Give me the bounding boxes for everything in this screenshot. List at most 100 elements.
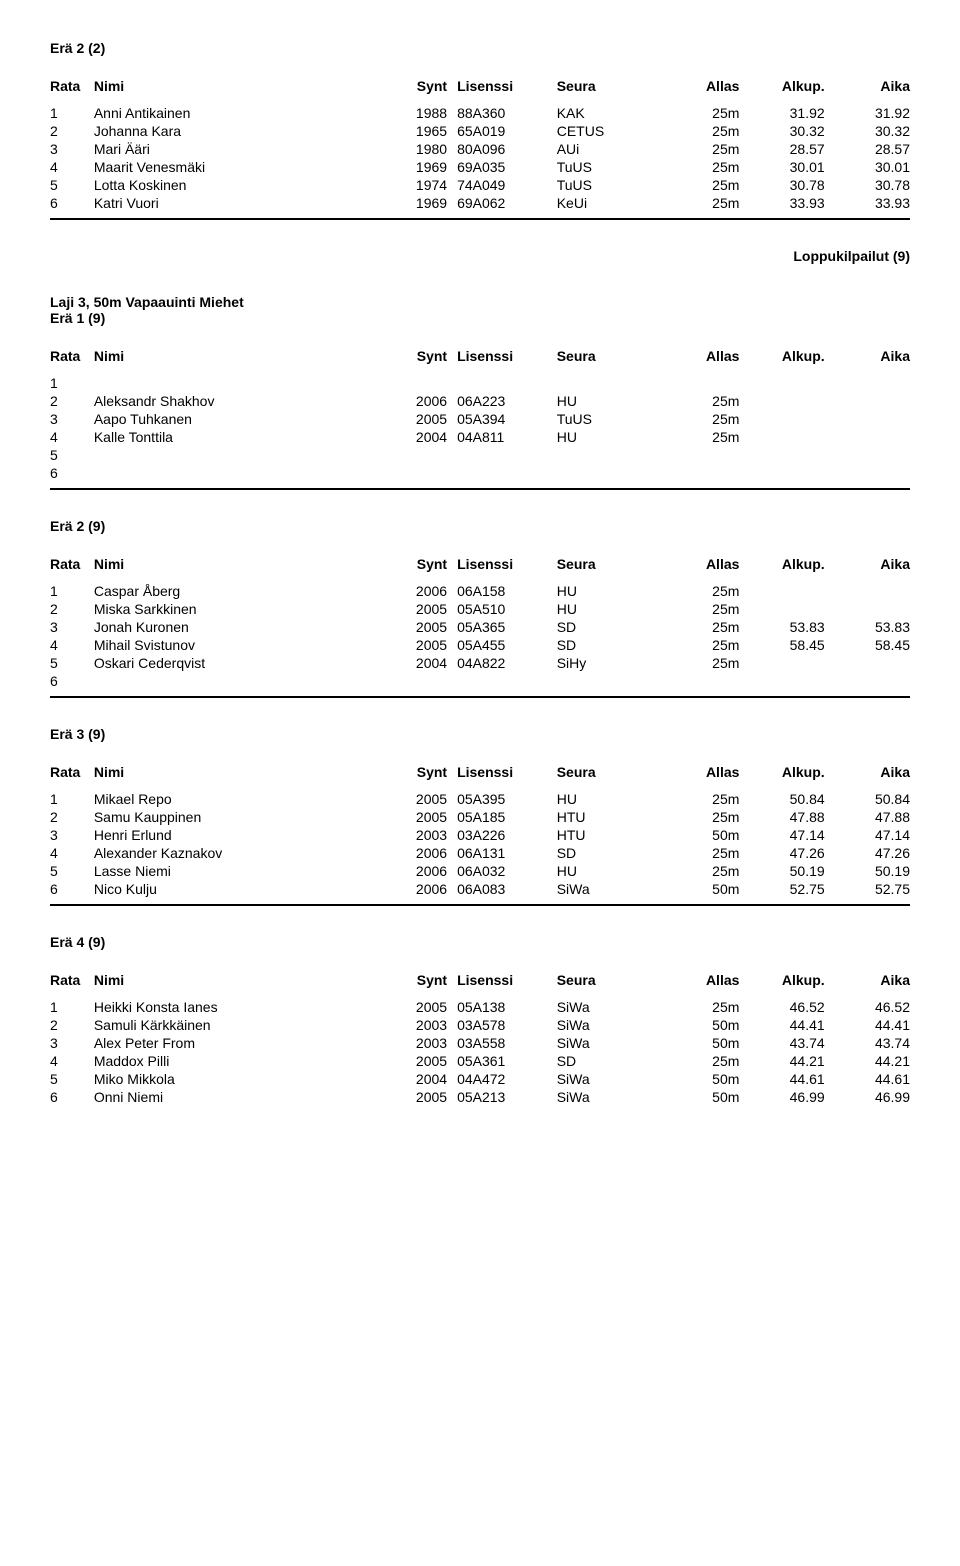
divider	[50, 218, 910, 220]
cell-rata: 2	[50, 1016, 94, 1034]
table-row: 5 Lasse Niemi 2006 06A032 HU 25m 50.19 5…	[50, 862, 910, 880]
cell-allas: 25m	[666, 844, 739, 862]
cell-allas: 25m	[666, 636, 739, 654]
cell-rata: 3	[50, 410, 94, 428]
table-row: 3 Jonah Kuronen 2005 05A365 SD 25m 53.83…	[50, 618, 910, 636]
col-lisenssi: Lisenssi	[447, 760, 557, 790]
cell-seura: SiWa	[557, 1070, 667, 1088]
heat-title: Erä 4 (9)	[50, 934, 910, 950]
cell-allas: 25m	[666, 410, 739, 428]
cell-lisenssi: 04A811	[447, 428, 557, 446]
col-aika: Aika	[825, 74, 910, 104]
cell-allas: 25m	[666, 158, 739, 176]
col-aika: Aika	[825, 344, 910, 374]
cell-nimi: Johanna Kara	[94, 122, 374, 140]
cell-seura: SiWa	[557, 998, 667, 1016]
cell-seura: CETUS	[557, 122, 667, 140]
cell-rata: 5	[50, 176, 94, 194]
col-synt: Synt	[374, 760, 447, 790]
cell-synt: 1980	[374, 140, 447, 158]
cell-allas: 25m	[666, 122, 739, 140]
cell-lisenssi: 03A226	[447, 826, 557, 844]
cell-seura: SiWa	[557, 1016, 667, 1034]
col-synt: Synt	[374, 344, 447, 374]
table-row: 2 Samuli Kärkkäinen 2003 03A578 SiWa 50m…	[50, 1016, 910, 1034]
cell-nimi: Mihail Svistunov	[94, 636, 374, 654]
cell-synt: 2005	[374, 998, 447, 1016]
cell-aika: 58.45	[825, 636, 910, 654]
cell-lisenssi	[447, 464, 557, 482]
col-nimi: Nimi	[94, 74, 374, 104]
cell-seura: HU	[557, 582, 667, 600]
cell-seura: HTU	[557, 826, 667, 844]
cell-rata: 4	[50, 1052, 94, 1070]
cell-seura: HU	[557, 392, 667, 410]
col-rata: Rata	[50, 760, 94, 790]
results-table: Rata Nimi Synt Lisenssi Seura Allas Alku…	[50, 74, 910, 212]
cell-nimi: Aapo Tuhkanen	[94, 410, 374, 428]
cell-allas	[666, 464, 739, 482]
col-rata: Rata	[50, 552, 94, 582]
col-seura: Seura	[557, 552, 667, 582]
cell-alkup: 30.32	[739, 122, 824, 140]
cell-aika: 44.61	[825, 1070, 910, 1088]
cell-rata: 1	[50, 998, 94, 1016]
cell-synt: 1988	[374, 104, 447, 122]
col-nimi: Nimi	[94, 760, 374, 790]
cell-lisenssi	[447, 446, 557, 464]
table-row: 6 Nico Kulju 2006 06A083 SiWa 50m 52.75 …	[50, 880, 910, 898]
cell-lisenssi: 03A558	[447, 1034, 557, 1052]
cell-seura	[557, 446, 667, 464]
table-row: 4 Maarit Venesmäki 1969 69A035 TuUS 25m …	[50, 158, 910, 176]
cell-synt: 2005	[374, 636, 447, 654]
cell-lisenssi: 05A510	[447, 600, 557, 618]
cell-alkup: 47.26	[739, 844, 824, 862]
cell-rata: 4	[50, 428, 94, 446]
cell-seura: SiHy	[557, 654, 667, 672]
cell-alkup	[739, 392, 824, 410]
cell-seura: HU	[557, 600, 667, 618]
col-aika: Aika	[825, 552, 910, 582]
cell-aika	[825, 428, 910, 446]
cell-aika	[825, 446, 910, 464]
cell-allas: 25m	[666, 176, 739, 194]
cell-rata: 3	[50, 140, 94, 158]
cell-seura: TuUS	[557, 176, 667, 194]
cell-aika	[825, 392, 910, 410]
col-lisenssi: Lisenssi	[447, 344, 557, 374]
col-allas: Allas	[666, 344, 739, 374]
col-rata: Rata	[50, 344, 94, 374]
col-allas: Allas	[666, 760, 739, 790]
col-allas: Allas	[666, 74, 739, 104]
cell-allas: 25m	[666, 104, 739, 122]
cell-allas	[666, 374, 739, 392]
table-row: 3 Alex Peter From 2003 03A558 SiWa 50m 4…	[50, 1034, 910, 1052]
cell-alkup: 58.45	[739, 636, 824, 654]
cell-allas: 25m	[666, 194, 739, 212]
cell-seura: SiWa	[557, 1088, 667, 1106]
cell-nimi: Onni Niemi	[94, 1088, 374, 1106]
cell-synt: 2004	[374, 1070, 447, 1088]
cell-rata: 1	[50, 104, 94, 122]
cell-synt: 2005	[374, 410, 447, 428]
cell-lisenssi: 65A019	[447, 122, 557, 140]
cell-rata: 6	[50, 464, 94, 482]
cell-synt: 2004	[374, 654, 447, 672]
cell-allas	[666, 672, 739, 690]
cell-rata: 6	[50, 1088, 94, 1106]
cell-rata: 5	[50, 1070, 94, 1088]
cell-aika: 30.01	[825, 158, 910, 176]
cell-synt: 2003	[374, 1016, 447, 1034]
cell-synt	[374, 446, 447, 464]
cell-seura: TuUS	[557, 158, 667, 176]
col-allas: Allas	[666, 552, 739, 582]
cell-seura: HTU	[557, 808, 667, 826]
cell-rata: 5	[50, 862, 94, 880]
cell-allas: 25m	[666, 600, 739, 618]
cell-aika: 53.83	[825, 618, 910, 636]
cell-nimi: Aleksandr Shakhov	[94, 392, 374, 410]
col-synt: Synt	[374, 552, 447, 582]
cell-rata: 4	[50, 636, 94, 654]
table-row: 3 Henri Erlund 2003 03A226 HTU 50m 47.14…	[50, 826, 910, 844]
results-table: Rata Nimi Synt Lisenssi Seura Allas Alku…	[50, 552, 910, 690]
